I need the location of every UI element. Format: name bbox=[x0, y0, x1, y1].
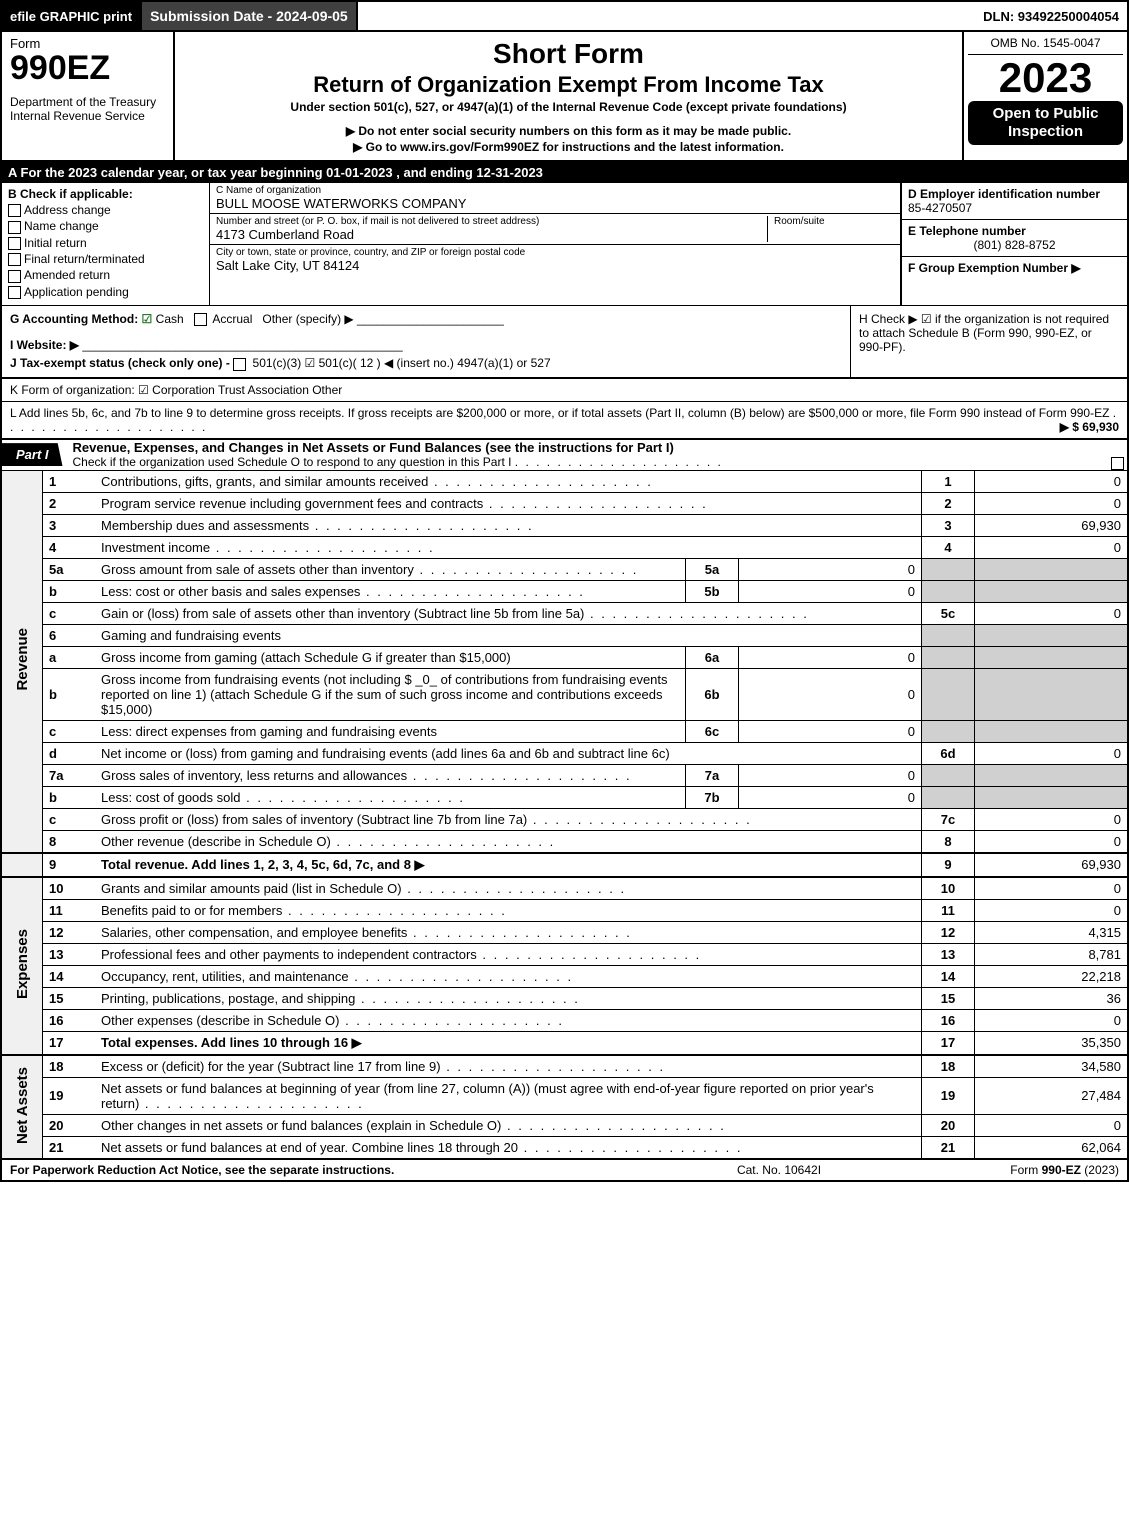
org-city: Salt Lake City, UT 84124 bbox=[216, 258, 894, 273]
line-19: 19Net assets or fund balances at beginni… bbox=[1, 1077, 1128, 1114]
line-6c: cLess: direct expenses from gaming and f… bbox=[1, 720, 1128, 742]
line-5b: bLess: cost or other basis and sales exp… bbox=[1, 580, 1128, 602]
header-center: Short Form Return of Organization Exempt… bbox=[175, 32, 962, 160]
line-l-amount: ▶ $ 69,930 bbox=[1060, 420, 1119, 434]
line-18: Net Assets 18Excess or (deficit) for the… bbox=[1, 1055, 1128, 1078]
header-left: Form 990EZ Department of the Treasury In… bbox=[2, 32, 175, 160]
line-12: 12Salaries, other compensation, and empl… bbox=[1, 921, 1128, 943]
line-15: 15Printing, publications, postage, and s… bbox=[1, 987, 1128, 1009]
line-8: 8Other revenue (describe in Schedule O)8… bbox=[1, 830, 1128, 853]
line-4: 4Investment income40 bbox=[1, 536, 1128, 558]
part1-sub: Check if the organization used Schedule … bbox=[73, 455, 512, 469]
line-i: I Website: ▶ ___________________________… bbox=[10, 338, 842, 352]
tax-year: 2023 bbox=[968, 55, 1123, 101]
line-5a: 5aGross amount from sale of assets other… bbox=[1, 558, 1128, 580]
section-ghij: G Accounting Method: ☑ Cash Accrual Othe… bbox=[0, 305, 1129, 379]
chk-initial-return[interactable]: Initial return bbox=[8, 236, 203, 250]
line-g: G Accounting Method: ☑ Cash Accrual Othe… bbox=[10, 312, 842, 326]
footer-right: Form 990-EZ (2023) bbox=[919, 1163, 1119, 1177]
line-j: J Tax-exempt status (check only one) - 5… bbox=[10, 356, 842, 370]
section-bcd: B Check if applicable: Address change Na… bbox=[0, 183, 1129, 305]
group-exemption-label: F Group Exemption Number ▶ bbox=[908, 261, 1121, 275]
line-7a: 7aGross sales of inventory, less returns… bbox=[1, 764, 1128, 786]
ein-value: 85-4270507 bbox=[908, 201, 1121, 215]
room-label: Room/suite bbox=[774, 216, 894, 227]
ein-label: D Employer identification number bbox=[908, 187, 1121, 201]
footer-left: For Paperwork Reduction Act Notice, see … bbox=[10, 1163, 639, 1177]
title-short-form: Short Form bbox=[183, 38, 954, 70]
open-public-badge: Open to Public Inspection bbox=[968, 101, 1123, 145]
part1-title: Revenue, Expenses, and Changes in Net As… bbox=[73, 440, 674, 455]
chk-application-pending[interactable]: Application pending bbox=[8, 285, 203, 299]
part1-badge: Part I bbox=[2, 443, 63, 466]
line-7b: bLess: cost of goods sold7b0 bbox=[1, 786, 1128, 808]
addr-label: Number and street (or P. O. box, if mail… bbox=[216, 216, 761, 227]
chk-address-change[interactable]: Address change bbox=[8, 203, 203, 217]
dept-irs: Internal Revenue Service bbox=[10, 109, 165, 123]
line-14: 14Occupancy, rent, utilities, and mainte… bbox=[1, 965, 1128, 987]
warning-goto: ▶ Go to www.irs.gov/Form990EZ for instru… bbox=[183, 140, 954, 154]
line-6d: dNet income or (loss) from gaming and fu… bbox=[1, 742, 1128, 764]
line-h: H Check ▶ ☑ if the organization is not r… bbox=[850, 306, 1127, 377]
line-3: 3Membership dues and assessments369,930 bbox=[1, 514, 1128, 536]
page-footer: For Paperwork Reduction Act Notice, see … bbox=[0, 1160, 1129, 1182]
side-expenses: Expenses bbox=[12, 923, 33, 1005]
line-16: 16Other expenses (describe in Schedule O… bbox=[1, 1009, 1128, 1031]
org-address: 4173 Cumberland Road bbox=[216, 227, 761, 242]
col-d: D Employer identification number 85-4270… bbox=[900, 183, 1127, 305]
title-return: Return of Organization Exempt From Incom… bbox=[183, 72, 954, 98]
line-6b: bGross income from fundraising events (n… bbox=[1, 668, 1128, 720]
line-a: A For the 2023 calendar year, or tax yea… bbox=[0, 162, 1129, 183]
org-name-label: C Name of organization bbox=[216, 185, 894, 196]
col-b-header: B Check if applicable: bbox=[8, 187, 203, 201]
line-17: 17Total expenses. Add lines 10 through 1… bbox=[1, 1031, 1128, 1055]
line-5c: cGain or (loss) from sale of assets othe… bbox=[1, 602, 1128, 624]
line-k: K Form of organization: ☑ Corporation Tr… bbox=[0, 379, 1129, 402]
line-l: L Add lines 5b, 6c, and 7b to line 9 to … bbox=[0, 402, 1129, 440]
dln-label: DLN: 93492250004054 bbox=[358, 2, 1127, 30]
line-9: 9Total revenue. Add lines 1, 2, 3, 4, 5c… bbox=[1, 853, 1128, 877]
chk-amended-return[interactable]: Amended return bbox=[8, 268, 203, 282]
line-21: 21Net assets or fund balances at end of … bbox=[1, 1136, 1128, 1159]
tel-value: (801) 828-8752 bbox=[908, 238, 1121, 252]
line-10: Expenses 10Grants and similar amounts pa… bbox=[1, 877, 1128, 900]
col-b: B Check if applicable: Address change Na… bbox=[2, 183, 210, 305]
efile-button[interactable]: efile GRAPHIC print bbox=[2, 2, 142, 30]
footer-center: Cat. No. 10642I bbox=[639, 1163, 919, 1177]
line-20: 20Other changes in net assets or fund ba… bbox=[1, 1114, 1128, 1136]
part1-header: Part I Revenue, Expenses, and Changes in… bbox=[0, 440, 1129, 471]
subtitle: Under section 501(c), 527, or 4947(a)(1)… bbox=[183, 100, 954, 114]
city-label: City or town, state or province, country… bbox=[216, 247, 894, 258]
submission-date: Submission Date - 2024-09-05 bbox=[142, 2, 358, 30]
form-number: 990EZ bbox=[10, 51, 165, 85]
chk-final-return[interactable]: Final return/terminated bbox=[8, 252, 203, 266]
side-netassets: Net Assets bbox=[12, 1061, 33, 1150]
col-c: C Name of organization BULL MOOSE WATERW… bbox=[210, 183, 900, 305]
line-13: 13Professional fees and other payments t… bbox=[1, 943, 1128, 965]
form-header: Form 990EZ Department of the Treasury In… bbox=[0, 32, 1129, 162]
line-7c: cGross profit or (loss) from sales of in… bbox=[1, 808, 1128, 830]
chk-name-change[interactable]: Name change bbox=[8, 219, 203, 233]
lines-table: Revenue 1Contributions, gifts, grants, a… bbox=[0, 471, 1129, 1160]
dept-treasury: Department of the Treasury bbox=[10, 95, 165, 109]
line-1: Revenue 1Contributions, gifts, grants, a… bbox=[1, 471, 1128, 493]
omb-number: OMB No. 1545-0047 bbox=[968, 36, 1123, 55]
line-6a: aGross income from gaming (attach Schedu… bbox=[1, 646, 1128, 668]
header-right: OMB No. 1545-0047 2023 Open to Public In… bbox=[962, 32, 1127, 160]
line-11: 11Benefits paid to or for members110 bbox=[1, 899, 1128, 921]
warning-ssn: ▶ Do not enter social security numbers o… bbox=[183, 124, 954, 138]
tel-label: E Telephone number bbox=[908, 224, 1121, 238]
topbar: efile GRAPHIC print Submission Date - 20… bbox=[0, 0, 1129, 32]
side-revenue: Revenue bbox=[12, 622, 33, 697]
org-name: BULL MOOSE WATERWORKS COMPANY bbox=[216, 196, 894, 211]
line-2: 2Program service revenue including gover… bbox=[1, 492, 1128, 514]
line-6: 6Gaming and fundraising events bbox=[1, 624, 1128, 646]
